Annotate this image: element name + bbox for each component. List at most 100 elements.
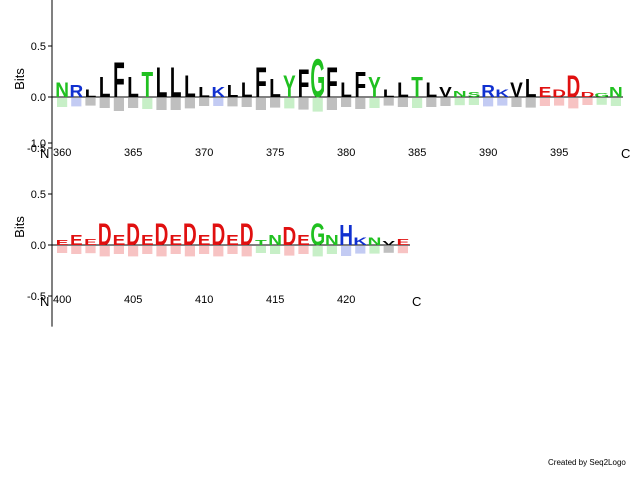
x-tick-label: 395 [550, 147, 568, 159]
negative-residue-stack [170, 98, 181, 110]
negative-residue-stack [170, 246, 181, 254]
negative-residue-stack [270, 246, 281, 254]
negative-residue-stack [128, 98, 139, 108]
residue-glyph: E [141, 232, 154, 248]
residue-glyph: L [340, 79, 352, 102]
residue-glyph: L [383, 87, 395, 99]
residue-glyph: F [326, 59, 338, 107]
residue-glyph: L [156, 59, 168, 107]
residue-glyph: E [198, 232, 211, 248]
residue-glyph: E [539, 84, 552, 100]
y-tick-label: 1.0 [31, 138, 46, 150]
negative-residue-stack [596, 98, 607, 105]
y-tick-label: -0.5 [27, 143, 46, 155]
residue-glyph: V [510, 79, 523, 102]
x-tick-label: 400 [53, 294, 71, 306]
negative-residue-stack [57, 98, 68, 107]
residue-glyph: D [240, 216, 254, 252]
residue-glyph: E [84, 238, 97, 247]
x-tick-label: 360 [53, 147, 71, 159]
negative-residue-stack [312, 246, 323, 257]
negative-residue-stack [142, 98, 153, 109]
x-tick-label: 380 [337, 147, 355, 159]
c-terminal-label: C [412, 294, 421, 309]
residue-glyph: F [298, 61, 310, 106]
residue-glyph: E [169, 232, 182, 248]
residue-glyph: L [425, 79, 437, 102]
residue-glyph: L [99, 72, 111, 104]
negative-residue-stack [284, 98, 295, 109]
residue-glyph: N [368, 235, 382, 247]
residue-glyph: D [183, 216, 197, 252]
negative-residue-stack [355, 246, 366, 254]
residue-glyph: D [566, 68, 580, 104]
negative-residue-stack [227, 98, 238, 107]
y-axis-label: Bits [12, 68, 27, 90]
x-tick-label: 415 [266, 294, 284, 306]
negative-residue-stack [326, 246, 337, 254]
negative-residue-stack [71, 246, 82, 254]
negative-residue-stack [383, 98, 394, 106]
negative-residue-stack [99, 98, 110, 108]
negative-residue-stack [85, 246, 96, 254]
negative-residue-stack [156, 98, 167, 110]
residue-glyph: T [255, 239, 267, 247]
negative-residue-stack [241, 98, 252, 107]
x-tick-label: 410 [195, 294, 213, 306]
negative-residue-stack [326, 98, 337, 110]
negative-residue-stack [213, 98, 224, 106]
negative-residue-stack [199, 98, 210, 106]
x-tick-label: 370 [195, 147, 213, 159]
residue-glyph: D [282, 221, 296, 251]
residue-glyph: G [594, 92, 609, 99]
x-tick-label: 390 [479, 147, 497, 159]
logo-panel-1: -0.5 0.0 0.5 1.0 Bits N C 360 365 370 375 380 385 390… [12, 0, 630, 179]
n-terminal-label: N [40, 294, 49, 309]
n-terminal-label: N [40, 146, 49, 161]
c-terminal-label: C [621, 146, 630, 161]
residue-glyph: D [581, 91, 595, 99]
residue-glyph: E [397, 238, 410, 247]
negative-residue-stack [369, 246, 380, 254]
negative-residue-stack [525, 98, 536, 108]
residue-glyph: L [127, 72, 139, 104]
residue-glyph: L [184, 68, 196, 104]
negative-residue-stack [468, 98, 479, 105]
negative-residue-stack [582, 98, 593, 105]
residue-glyph: Y [368, 72, 381, 104]
negative-residue-stack [298, 98, 309, 110]
negative-residue-stack [184, 246, 195, 257]
residue-glyph: V [439, 84, 453, 100]
negative-residue-stack [199, 246, 210, 254]
residue-glyph: V [382, 240, 396, 247]
residue-glyph: N [453, 90, 467, 99]
y-tick-label: 0.5 [31, 41, 46, 53]
residue-glyph: S [468, 91, 481, 99]
residue-glyph: Y [283, 68, 296, 104]
x-tick-label: 375 [266, 147, 284, 159]
x-tick-label: 405 [124, 294, 142, 306]
negative-residue-stack [568, 98, 579, 109]
x-tick-label: 385 [408, 147, 426, 159]
negative-residue-stack [312, 98, 323, 112]
y-tick-label: 0.0 [31, 240, 46, 252]
negative-residue-stack [113, 246, 124, 254]
negative-residue-stack [497, 98, 508, 106]
negative-residue-stack [227, 246, 238, 254]
negative-residue-stack [554, 98, 565, 106]
residue-glyph: L [198, 84, 210, 100]
y-tick-label: 0.0 [31, 92, 46, 104]
residue-glyph: K [495, 87, 510, 99]
negative-residue-stack [397, 246, 408, 254]
residue-glyph: L [85, 87, 97, 99]
negative-residue-stack [355, 98, 366, 109]
negative-residue-stack [255, 98, 266, 110]
negative-residue-stack [383, 246, 394, 253]
negative-residue-stack [369, 98, 380, 108]
x-tick-label: 365 [124, 147, 142, 159]
negative-residue-stack [298, 246, 309, 254]
residue-glyph: H [339, 220, 353, 252]
residue-glyph: E [297, 232, 310, 248]
negative-residue-stack [397, 98, 408, 107]
